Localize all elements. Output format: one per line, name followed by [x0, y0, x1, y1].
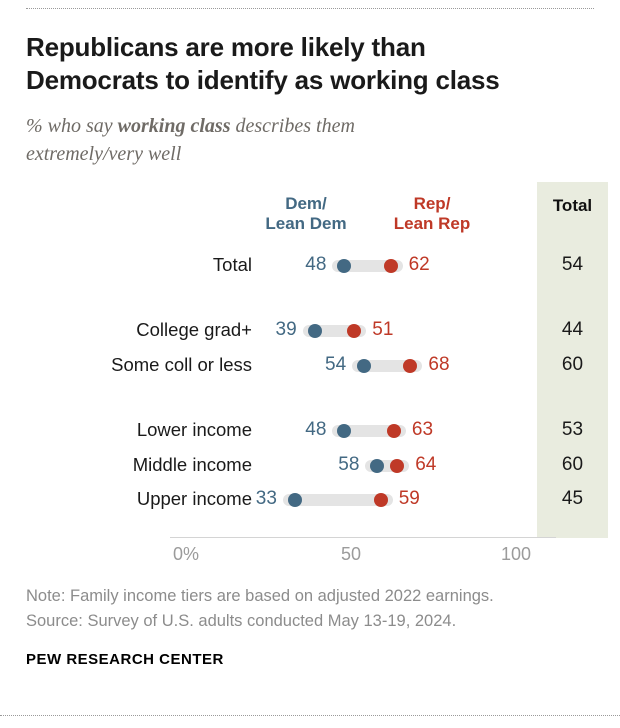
- rep-value-label: 62: [408, 253, 430, 275]
- row-category-label: Upper income: [136, 488, 252, 510]
- total-value-label: 54: [561, 253, 584, 275]
- total-value-label: 53: [561, 419, 584, 441]
- legend-rep-label: Rep/ Lean Rep: [393, 193, 471, 233]
- row-category-label: Total: [212, 253, 252, 275]
- dem-dot: [370, 458, 385, 473]
- brand-footer: PEW RESEARCH CENTER: [26, 650, 224, 668]
- rep-dot: [390, 458, 405, 473]
- rep-value-label: 51: [372, 319, 394, 341]
- page: Republicans are more likely than Democra…: [0, 8, 620, 728]
- row-category-label: College grad+: [136, 319, 252, 341]
- axis-line: [170, 536, 556, 538]
- subtitle-prefix: % who say: [26, 114, 118, 137]
- chart-canvas: Dem/ Lean Dem Rep/ Lean Rep Total Total 4…: [26, 180, 608, 572]
- dem-value-label: 54: [325, 353, 347, 375]
- axis-tick-label: 0%: [172, 543, 199, 564]
- row-category-label: Lower income: [136, 419, 252, 441]
- axis-tick-label: 50: [340, 543, 362, 564]
- legend-dem-label: Dem/ Lean Dem: [265, 193, 347, 233]
- total-value-label: 60: [561, 453, 584, 475]
- axis-tick-label: 100: [500, 543, 532, 564]
- total-column-header: Total: [552, 195, 593, 215]
- rep-dot: [383, 258, 398, 273]
- total-column-band: [537, 181, 608, 538]
- dem-dot: [287, 493, 302, 508]
- dem-value-label: 48: [305, 419, 327, 441]
- dem-value-label: 48: [305, 253, 327, 275]
- rep-dot: [347, 324, 362, 339]
- bottom-rule: [0, 715, 620, 716]
- rep-dot: [386, 424, 401, 439]
- rep-value-label: 63: [411, 419, 434, 441]
- dem-value-label: 58: [338, 453, 360, 475]
- rep-value-label: 59: [398, 488, 420, 510]
- subtitle-emphasis: working class: [117, 114, 231, 137]
- chart-subtitle: % who say working class describes them e…: [26, 112, 594, 168]
- source-text: Source: Survey of U.S. adults conducted …: [26, 611, 457, 630]
- total-value-label: 44: [561, 319, 584, 341]
- rep-dot: [403, 358, 418, 373]
- dem-dot: [337, 424, 352, 439]
- dem-value-label: 39: [275, 319, 297, 341]
- rep-dot: [373, 493, 388, 508]
- dem-dot: [337, 258, 352, 273]
- row-connector-bar: [282, 494, 393, 507]
- top-rule: [26, 8, 594, 9]
- subtitle-suffix: describes them extremely/very well: [26, 114, 355, 165]
- rep-value-label: 68: [428, 353, 450, 375]
- chart-title: Republicans are more likely than Democra…: [26, 32, 500, 96]
- dem-dot: [307, 324, 322, 339]
- row-category-label: Middle income: [132, 453, 252, 475]
- dem-dot: [357, 358, 372, 373]
- rep-value-label: 64: [415, 453, 437, 475]
- total-value-label: 60: [561, 353, 584, 375]
- dem-value-label: 33: [255, 488, 277, 510]
- row-category-label: Some coll or less: [111, 353, 252, 375]
- total-value-label: 45: [561, 488, 584, 510]
- note-text: Note: Family income tiers are based on a…: [26, 586, 494, 605]
